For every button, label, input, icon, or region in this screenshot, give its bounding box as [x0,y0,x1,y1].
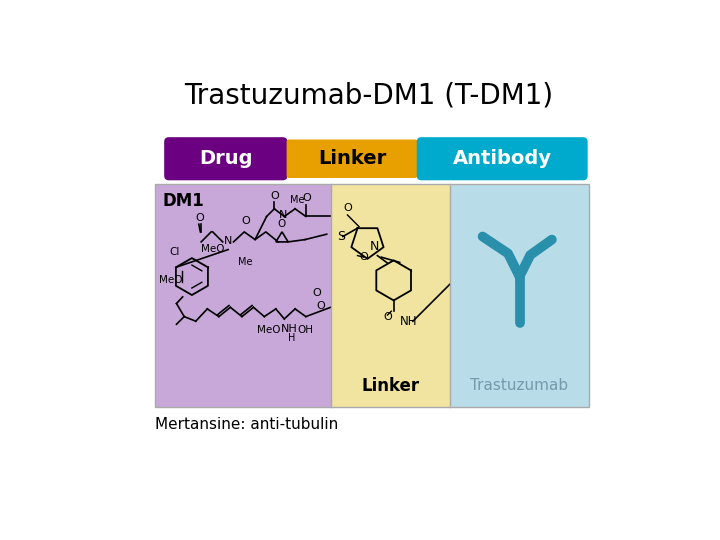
Text: O: O [241,217,250,226]
Text: Cl: Cl [170,247,180,256]
Text: MeO: MeO [257,326,281,335]
Text: S: S [337,230,345,243]
Bar [414,151,426,166]
Text: Linker: Linker [318,149,386,168]
Text: MeO: MeO [159,275,182,286]
Text: Drug: Drug [199,149,253,168]
Text: Antibody: Antibody [453,149,552,168]
Text: O: O [343,204,352,213]
Bar [450,184,589,408]
Text: Trastuzumab: Trastuzumab [470,379,569,393]
Bar [155,184,589,408]
Text: N: N [224,236,233,246]
Text: NH: NH [400,315,418,328]
Text: O: O [278,219,286,229]
Text: O: O [195,213,204,222]
FancyBboxPatch shape [417,137,588,180]
Text: O: O [359,252,368,262]
Text: N: N [369,240,379,253]
Text: Trastuzumab-DM1 (T-DM1): Trastuzumab-DM1 (T-DM1) [184,82,554,110]
Text: MeO: MeO [201,244,225,254]
Text: Linker: Linker [361,377,419,395]
Text: N: N [279,210,287,220]
Text: Me: Me [238,256,253,267]
Text: O: O [316,301,325,311]
Text: Me: Me [289,195,304,205]
FancyBboxPatch shape [164,137,287,180]
Text: O: O [383,312,392,322]
Bar [330,184,450,408]
FancyBboxPatch shape [287,139,418,178]
Text: DM1: DM1 [163,192,204,210]
Text: O: O [312,288,321,299]
Text: OH: OH [297,326,313,335]
Text: O: O [270,191,279,201]
Text: O: O [302,193,311,204]
Text: NH: NH [282,324,298,334]
Text: H: H [288,333,296,343]
Text: Mertansine: anti-tubulin: Mertansine: anti-tubulin [155,417,338,432]
Bar [155,184,330,408]
Bar [282,151,294,166]
